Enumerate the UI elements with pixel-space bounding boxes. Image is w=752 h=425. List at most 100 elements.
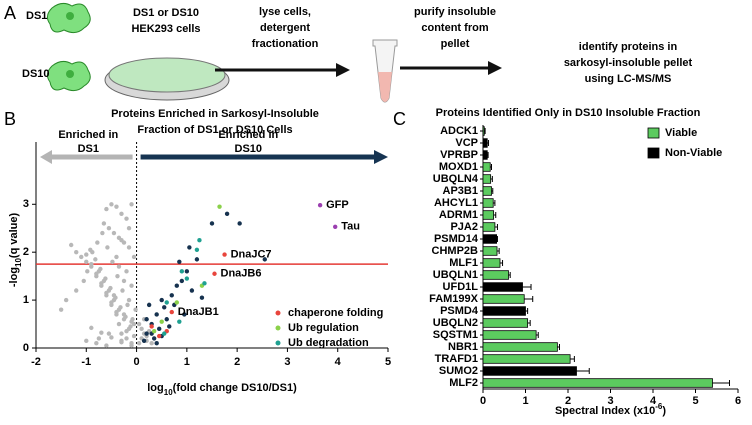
point [189,288,195,293]
bar [482,150,488,160]
nucleus [66,70,74,78]
point [199,295,205,300]
bar [482,318,529,328]
point [106,331,112,336]
x-axis-label-part: 10 [164,388,173,397]
x-tick-label: -2 [31,356,41,368]
point [177,319,182,324]
legend-marker [275,340,281,346]
point [169,293,174,298]
point [217,204,222,209]
bar [482,282,523,292]
bar [482,270,509,280]
y-axis-label-part: -log [8,267,20,287]
schematic [46,2,502,103]
point [63,297,69,303]
point [141,338,147,344]
y-tick-label: FAM199X [429,293,479,305]
y-tick-label: PSMD4 [440,305,479,317]
arrow-head [374,150,388,164]
y-tick-label: 1 [23,294,29,306]
panel-label: B [4,109,16,129]
point [114,254,119,260]
point [169,309,174,315]
point-label: DnaJB1 [178,306,219,318]
point [164,317,169,322]
point [98,266,103,272]
point [124,336,129,341]
bar [482,378,713,388]
point [224,211,230,217]
x-axis-label-part: -6 [655,402,663,411]
point [69,242,74,248]
point [116,264,122,269]
y-tick-label: CHMP2B [432,245,479,257]
point [179,269,185,274]
point-label: Tau [341,221,360,233]
bar [482,354,571,364]
point [99,330,104,335]
y-axis-label-part: (q value) [8,213,20,259]
bar [482,162,491,172]
y-tick-label: 3 [23,198,29,210]
point [139,326,144,332]
point [111,293,117,298]
point [104,206,109,212]
point [84,252,89,257]
y-tick-label: MLF2 [449,377,478,389]
step-label: lyse cells, [259,6,311,18]
point [151,336,157,341]
point [119,331,124,336]
point [177,259,182,264]
x-axis-label: Spectral Index (x10-6) [555,402,666,417]
bar [482,246,498,256]
point [131,254,137,260]
y-tick-label: ADCK1 [440,125,478,137]
x-tick-label: 4 [650,395,657,407]
point [95,240,100,245]
point [104,290,109,296]
point [144,331,149,336]
point [194,257,200,262]
y-tick-label: UBQLN1 [433,269,478,281]
step-label: sarkosyl-insoluble pellet [564,57,693,69]
point [101,221,107,226]
arrow-head [488,61,502,75]
point [136,321,142,327]
bar [482,306,526,316]
annotation: DS1 [78,143,99,155]
y-tick-label: 0 [23,342,29,354]
y-tick-label: SQSTM1 [433,329,478,341]
point [74,288,79,293]
point [159,297,164,303]
legend-label: Ub regulation [288,322,359,334]
x-tick-label: 0 [134,356,140,368]
point-label: DnaJC7 [231,248,272,260]
cell-label: DS10 [22,68,50,80]
x-tick-label: 4 [335,356,342,368]
point [126,226,132,231]
point [164,300,169,305]
point [124,329,129,334]
arrow-head [40,150,52,164]
point [106,226,112,231]
step-label: detergent [260,22,310,34]
point [85,269,90,274]
dish-label: HEK293 cells [131,23,200,35]
point [144,317,149,322]
point [182,312,187,317]
legend-marker [647,127,660,139]
point [154,312,159,317]
point [120,288,125,293]
point [179,278,185,284]
point [94,271,99,276]
x-axis-label-part: ) [662,405,666,417]
point [104,343,109,348]
x-tick-label: 3 [284,356,290,368]
point [149,341,154,346]
point-label: GFP [326,199,349,211]
point [237,221,242,226]
point [197,238,202,243]
y-tick-label: PJA2 [450,221,478,233]
